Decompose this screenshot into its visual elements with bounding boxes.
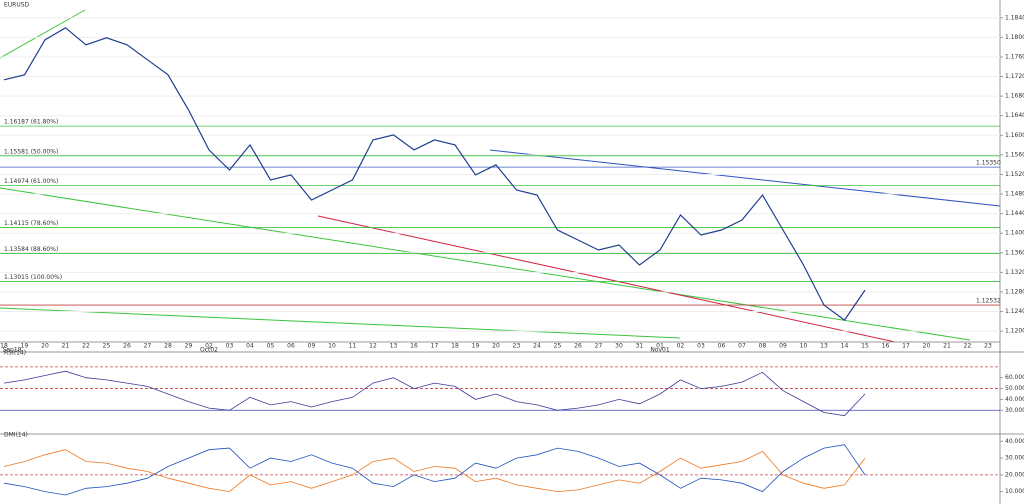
y-tick-label: 1.14000 [1005, 230, 1024, 237]
y-tick-label: 1.14400 [1005, 210, 1024, 217]
series-line [3, 449, 866, 493]
x-tick-label: 02 [677, 343, 685, 350]
level-label: 1.13584 (88.60%) [4, 246, 58, 253]
series-line [3, 370, 866, 417]
y-tick-label: 1.17200 [1005, 73, 1024, 80]
x-tick-label: 17 [902, 343, 910, 350]
x-tick-label: 16 [410, 343, 418, 350]
x-tick-label: 22 [964, 343, 972, 350]
x-tick-label: 17 [431, 343, 439, 350]
x-tick-label: 19 [472, 343, 480, 350]
x-tick-label: 27 [144, 343, 152, 350]
y-tick-label: 1.18400 [1005, 14, 1024, 21]
x-tick-label: 31 [636, 343, 644, 350]
y-tick-label: 1.12000 [1005, 328, 1024, 335]
x-tick-label: 14 [841, 343, 849, 350]
series-line [3, 444, 866, 496]
x-tick-label: 16 [882, 343, 890, 350]
x-tick-label: 04 [246, 343, 254, 350]
level-label: 1.14115 (78.60%) [4, 220, 58, 227]
x-tick-label: 12 [369, 343, 377, 350]
period-label: Nov01 [650, 347, 670, 354]
x-tick-label: 06 [718, 343, 726, 350]
y-tick-label: 1.12800 [1005, 288, 1024, 295]
x-tick-label: 13 [820, 343, 828, 350]
x-tick-label: 08 [759, 343, 767, 350]
x-tick-label: 13 [390, 343, 398, 350]
level-label: 1.16187 (61.80%) [4, 119, 58, 126]
x-tick-label: 09 [779, 343, 787, 350]
x-tick-label: 21 [943, 343, 951, 350]
x-tick-label: 11 [349, 343, 357, 350]
x-tick-label: 25 [554, 343, 562, 350]
y-tick-label: 1.16000 [1005, 132, 1024, 139]
y-tick-label: 20.00000 [1005, 471, 1024, 478]
x-tick-label: 02 [205, 343, 213, 350]
x-tick-label: 18 [451, 343, 459, 350]
x-tick-label: 01 [656, 343, 664, 350]
trend-line [489, 149, 1001, 207]
x-tick-label: 23 [984, 343, 992, 350]
x-tick-label: 19 [21, 343, 29, 350]
level-label: 1.13015 (100.00%) [4, 274, 62, 281]
x-tick-label: 26 [123, 343, 131, 350]
y-tick-label: 1.12400 [1005, 308, 1024, 315]
x-tick-label: 03 [226, 343, 234, 350]
series-line [3, 27, 866, 321]
x-tick-label: 09 [308, 343, 316, 350]
period-label: Oct02 [200, 347, 218, 354]
level-label: 1.15350 [976, 160, 1001, 167]
x-tick-label: 25 [103, 343, 111, 350]
level-label: 1.14974 (61.00%) [4, 178, 58, 185]
x-tick-label: 30 [615, 343, 623, 350]
y-tick-label: 40.00000 [1005, 396, 1024, 403]
y-tick-label: 30.00000 [1005, 407, 1024, 414]
y-tick-label: 10.00000 [1005, 488, 1024, 495]
y-tick-label: 40.00000 [1005, 438, 1024, 445]
panel-title: RSI(14) [4, 350, 26, 357]
level-label: 1.15581 (50.00%) [4, 148, 58, 155]
y-tick-label: 1.18000 [1005, 34, 1024, 41]
y-tick-label: 1.17600 [1005, 53, 1024, 60]
panel-title: EURUSD [4, 2, 30, 9]
y-tick-label: 1.14800 [1005, 191, 1024, 198]
panel-title: DMI(14) [4, 432, 28, 439]
x-tick-label: 20 [923, 343, 931, 350]
x-tick-label: 22 [82, 343, 90, 350]
x-tick-label: 27 [595, 343, 603, 350]
x-tick-label: 29 [185, 343, 193, 350]
x-tick-label: 18 [0, 343, 8, 350]
y-tick-label: 30.00000 [1005, 455, 1024, 462]
x-tick-label: 20 [492, 343, 500, 350]
period-label: Sep18 [3, 347, 22, 354]
y-tick-label: 1.13600 [1005, 249, 1024, 256]
x-tick-label: 26 [574, 343, 582, 350]
y-tick-label: 60.00000 [1005, 374, 1024, 381]
x-tick-label: 15 [861, 343, 869, 350]
x-tick-label: 28 [164, 343, 172, 350]
x-tick-label: 05 [267, 343, 275, 350]
level-label: 1.12532 [976, 298, 1001, 305]
x-tick-label: 03 [697, 343, 705, 350]
x-tick-label: 23 [513, 343, 521, 350]
y-tick-label: 1.13200 [1005, 269, 1024, 276]
y-tick-label: 50.00000 [1005, 385, 1024, 392]
x-tick-label: 07 [738, 343, 746, 350]
x-tick-label: 10 [800, 343, 808, 350]
trend-line [317, 215, 896, 343]
y-tick-label: 1.16400 [1005, 112, 1024, 119]
y-tick-label: 1.15200 [1005, 171, 1024, 178]
y-tick-label: 1.15600 [1005, 151, 1024, 158]
x-tick-label: 06 [287, 343, 295, 350]
trend-line [0, 307, 681, 339]
x-tick-label: 10 [328, 343, 336, 350]
y-tick-label: 1.16800 [1005, 93, 1024, 100]
x-tick-label: 21 [62, 343, 70, 350]
x-tick-label: 20 [41, 343, 49, 350]
x-tick-label: 24 [533, 343, 541, 350]
